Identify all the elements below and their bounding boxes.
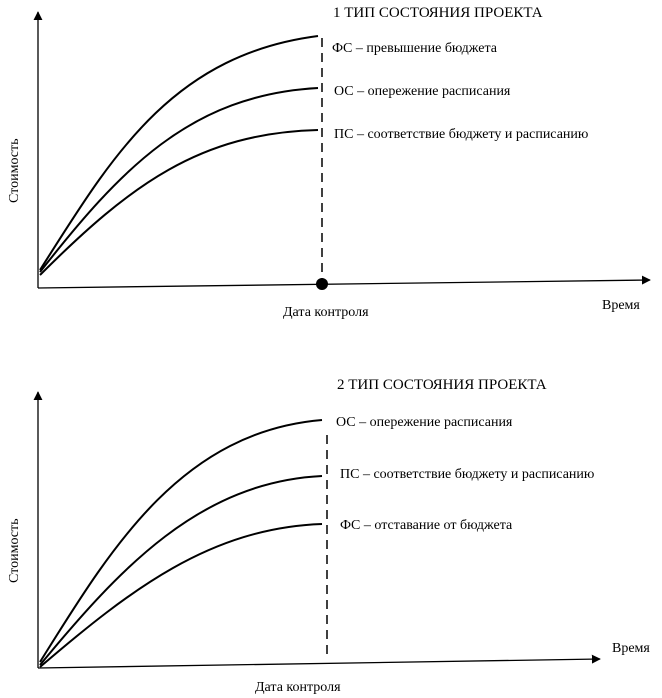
diagram-1-x-axis — [37, 275, 651, 289]
diagram-2: 2 ТИП СОСТОЯНИЯ ПРОЕКТА Стоимость Время … — [7, 377, 650, 695]
diagram-1-control-point — [316, 278, 328, 290]
diagram-1-curve-ps — [39, 129, 319, 276]
diagram-1-curve-label-fs: ФС – превышение бюджета — [332, 41, 498, 56]
diagram-2-curve-fs — [39, 523, 323, 668]
diagram-1-curve-fs — [39, 35, 319, 271]
diagram-2-y-axis-label: Стоимость — [7, 518, 22, 583]
diagram-2-title: 2 ТИП СОСТОЯНИЯ ПРОЕКТА — [337, 377, 547, 393]
diagram-1-x-axis-label: Время — [602, 298, 640, 313]
diagram-2-x-axis-label: Время — [612, 641, 650, 656]
diagram-2-curve-label-fs: ФС – отставание от бюджета — [340, 518, 513, 533]
diagram-1-curve-label-ps: ПС – соответствие бюджету и расписанию — [334, 127, 588, 142]
diagram-2-x-axis — [37, 654, 601, 669]
diagram-2-curve-ps — [39, 475, 323, 666]
diagram-1-y-axis-label: Стоимость — [7, 138, 22, 203]
diagram-2-control-label: Дата контроля — [255, 680, 341, 695]
diagram-1-control-label: Дата контроля — [283, 305, 369, 320]
diagram-1-curve-os — [39, 87, 319, 273]
diagram-1: 1 ТИП СОСТОЯНИЯ ПРОЕКТА Стоимость Время … — [7, 5, 651, 320]
diagram-2-curve-label-os: ОС – опережение расписания — [336, 415, 513, 430]
diagram-2-curve-os — [39, 419, 323, 663]
diagram-1-title: 1 ТИП СОСТОЯНИЯ ПРОЕКТА — [333, 5, 543, 21]
diagram-1-curve-label-os: ОС – опережение расписания — [334, 84, 511, 99]
diagram-2-curve-label-ps: ПС – соответствие бюджету и расписанию — [340, 467, 594, 482]
